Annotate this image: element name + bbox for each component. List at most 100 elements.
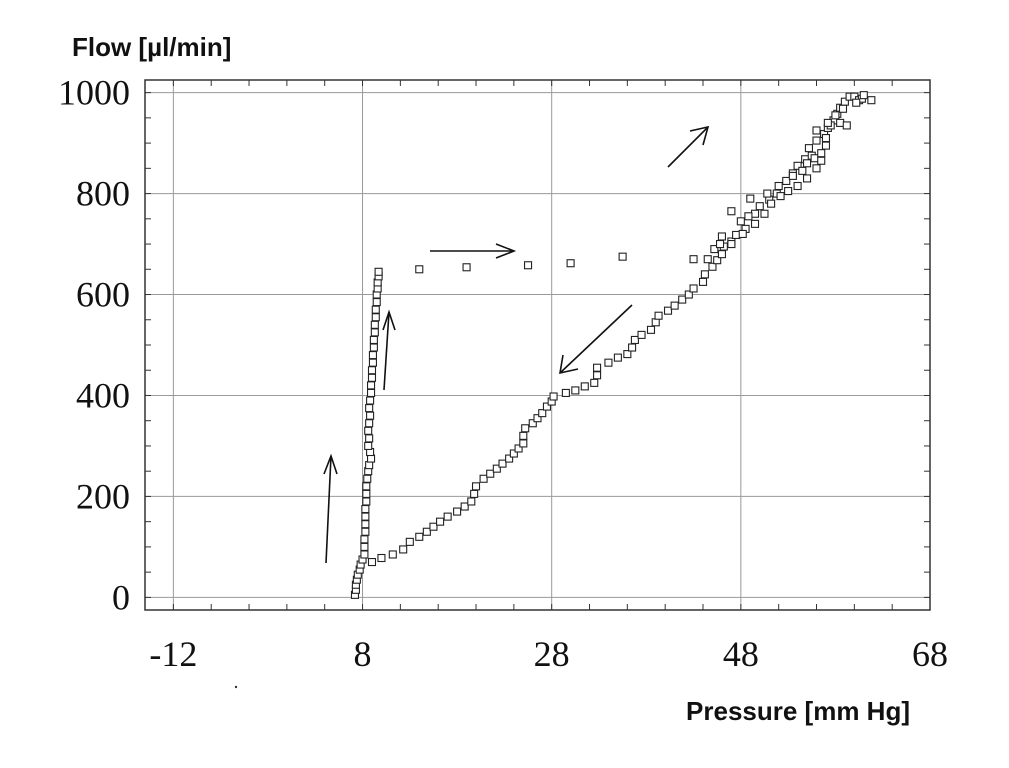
- data-point: [798, 166, 807, 175]
- data-point: [368, 351, 377, 360]
- data-point: [365, 419, 374, 428]
- data-point: [831, 111, 840, 120]
- data-point: [732, 230, 741, 240]
- data-point: [852, 98, 861, 107]
- y-tick-label: 1000: [58, 73, 130, 113]
- data-point: [782, 176, 791, 186]
- data-point: [689, 284, 698, 293]
- data-point: [415, 265, 424, 274]
- data-point: [399, 545, 408, 554]
- data-point: [479, 474, 488, 483]
- data-point: [678, 295, 687, 304]
- arrow-up-2: [382, 309, 396, 391]
- data-point: [628, 343, 637, 352]
- data-point: [528, 419, 537, 428]
- y-tick-label: 600: [76, 275, 130, 315]
- data-point: [367, 366, 377, 375]
- data-markers: [350, 91, 876, 599]
- stray-dot: [234, 685, 238, 689]
- data-point: [360, 542, 369, 551]
- data-point: [369, 335, 378, 345]
- data-point: [700, 270, 709, 279]
- data-point: [519, 431, 528, 440]
- data-point: [364, 426, 373, 435]
- data-point: [371, 313, 380, 322]
- data-point: [593, 363, 602, 372]
- data-point: [388, 550, 397, 559]
- x-tick-label: -12: [149, 634, 197, 674]
- y-axis-title: Flow [µl/min]: [72, 32, 231, 62]
- data-point: [453, 507, 462, 516]
- data-point: [486, 469, 495, 478]
- data-point: [744, 212, 753, 221]
- data-point: [365, 434, 374, 443]
- data-point: [590, 378, 599, 387]
- data-point: [593, 371, 602, 380]
- annotation-arrows: [323, 125, 710, 564]
- data-point: [713, 256, 722, 265]
- data-point: [538, 409, 547, 418]
- data-point: [361, 527, 370, 536]
- data-point: [367, 373, 377, 382]
- plot-frame: [144, 79, 931, 611]
- data-point: [521, 424, 530, 433]
- data-point: [838, 104, 848, 113]
- data-point: [462, 263, 471, 272]
- y-tick-labels: 0 200 400 600 800 1000: [58, 73, 130, 618]
- minor-ticks: [145, 80, 931, 610]
- data-point: [362, 497, 371, 506]
- data-point: [618, 252, 627, 261]
- data-point: [823, 118, 832, 127]
- y-tick-label: 400: [76, 375, 130, 415]
- data-point: [571, 386, 580, 395]
- data-point: [514, 444, 523, 453]
- data-point: [821, 133, 831, 143]
- data-point: [859, 91, 868, 100]
- data-point: [717, 250, 726, 259]
- data-point: [371, 305, 380, 314]
- data-point: [366, 388, 376, 398]
- data-point: [651, 318, 660, 327]
- data-point: [370, 328, 379, 337]
- data-point: [415, 532, 424, 541]
- data-point: [471, 482, 481, 491]
- data-point: [533, 414, 542, 423]
- data-point: [750, 219, 760, 228]
- y-tick-label: 800: [76, 174, 130, 214]
- data-point: [670, 301, 679, 310]
- data-point: [369, 343, 378, 352]
- data-point: [361, 520, 370, 529]
- arrow-down-left: [559, 304, 633, 375]
- data-point: [364, 441, 373, 451]
- y-tick-label: 200: [76, 476, 130, 516]
- data-point: [443, 512, 452, 521]
- data-point: [368, 358, 377, 367]
- x-tick-label: 28: [534, 634, 570, 674]
- data-point: [717, 232, 726, 241]
- data-point: [802, 174, 812, 183]
- data-point: [774, 181, 783, 191]
- data-point: [365, 404, 374, 413]
- data-point: [362, 482, 371, 491]
- data-point: [613, 353, 622, 362]
- x-tick-label: 48: [723, 634, 759, 674]
- data-point: [436, 517, 445, 526]
- x-tick-label: 8: [354, 634, 372, 674]
- data-point: [715, 239, 725, 249]
- data-point: [763, 189, 772, 198]
- data-point: [604, 358, 613, 367]
- data-point: [746, 194, 755, 203]
- data-point: [684, 290, 693, 299]
- data-point: [842, 121, 851, 130]
- data-point: [755, 202, 764, 211]
- data-point: [623, 350, 632, 359]
- data-point: [377, 553, 386, 563]
- data-point: [802, 159, 812, 168]
- data-point: [361, 504, 370, 514]
- data-point: [360, 535, 369, 544]
- data-point: [366, 411, 375, 420]
- data-point: [523, 261, 533, 270]
- data-point: [372, 298, 381, 307]
- data-point: [836, 118, 845, 127]
- data-point: [760, 209, 769, 218]
